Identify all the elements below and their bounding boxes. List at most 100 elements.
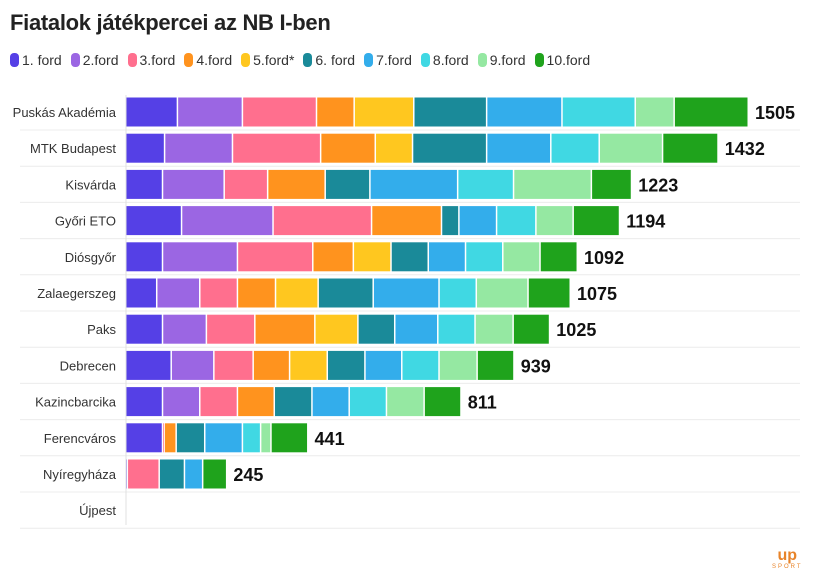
total-label: 441 <box>315 429 345 449</box>
bar-segment-1ford <box>126 387 162 417</box>
bar-segment-7ford <box>365 350 402 380</box>
bar-segment-8ford <box>402 350 439 380</box>
legend-item[interactable]: 3.ford <box>127 52 175 68</box>
category-label: Kazincbarcika <box>35 395 117 410</box>
bar-segment-7ford <box>487 97 562 127</box>
legend-label: 7.ford <box>376 52 412 68</box>
bar-segment-6ford <box>325 169 370 199</box>
bar-segment-8ford <box>466 242 503 272</box>
total-label: 1025 <box>556 320 596 340</box>
bar-segment-7ford <box>429 242 465 272</box>
bar-segment-2ford <box>163 169 224 199</box>
bar-segment-2ford <box>163 242 237 272</box>
total-label: 1075 <box>577 284 617 304</box>
legend-item[interactable]: 6. ford <box>303 52 355 68</box>
bar-segment-9ford <box>477 278 528 308</box>
legend-swatch <box>127 53 137 67</box>
legend-item[interactable]: 8.ford <box>420 52 469 68</box>
bar-segment-3ford <box>238 242 313 272</box>
bar-segment-7ford <box>373 278 439 308</box>
bar-segment-10ford <box>674 97 748 127</box>
bar-segment-8ford <box>439 278 476 308</box>
bar-segment-9ford <box>503 242 540 272</box>
bar-segment-3ford <box>200 387 237 417</box>
bar-segment-10ford <box>477 350 514 380</box>
bar-segment-3ford <box>224 169 267 199</box>
bar-segment-8ford <box>551 133 599 163</box>
legend-item[interactable]: 5.ford* <box>241 52 294 68</box>
bar-segment-2ford <box>163 387 200 417</box>
bar-segment-2ford <box>182 206 273 236</box>
bar-segment-7ford <box>205 423 242 453</box>
total-label: 245 <box>233 465 263 485</box>
legend-swatch <box>420 53 430 67</box>
bar-segment-6ford <box>442 206 459 236</box>
bar-segment-3ford <box>200 278 237 308</box>
bar-segment-6ford <box>414 97 486 127</box>
bar-segment-3ford <box>273 206 371 236</box>
bar-segment-9ford <box>599 133 662 163</box>
legend-item[interactable]: 9.ford <box>477 52 526 68</box>
bar-segment-6ford <box>413 133 486 163</box>
bar-segment-7ford <box>370 169 457 199</box>
bar-segment-6ford <box>358 314 394 344</box>
category-label: Kisvárda <box>65 177 116 192</box>
bar-segment-4ford <box>268 169 325 199</box>
bar-segment-2ford <box>165 133 232 163</box>
bar-segment-2ford <box>171 350 214 380</box>
legend: 1. ford 2.ford 3.ford 4.ford 5.ford* 6. ford 7… <box>10 52 590 68</box>
legend-swatch <box>10 53 19 67</box>
legend-swatch <box>70 53 80 67</box>
bar-segment-10ford <box>424 387 461 417</box>
bar-segment-4ford <box>253 350 289 380</box>
bar-segment-8ford <box>458 169 513 199</box>
bar-segment-1ford <box>126 206 181 236</box>
bar-segment-9ford <box>514 169 591 199</box>
legend-item[interactable]: 1. ford <box>10 52 62 68</box>
legend-item[interactable]: 4.ford <box>184 52 232 68</box>
bar-segment-9ford <box>635 97 674 127</box>
bar-segment-4ford <box>317 97 354 127</box>
bar-segment-4ford <box>255 314 315 344</box>
legend-item[interactable]: 7.ford <box>364 52 412 68</box>
bar-segment-5ford <box>354 242 391 272</box>
total-label: 1092 <box>584 248 624 268</box>
legend-label: 10.ford <box>546 52 591 68</box>
bar-segment-6ford <box>275 387 312 417</box>
bar-segment-8ford <box>438 314 475 344</box>
legend-swatch <box>303 53 313 67</box>
bar-segment-1ford <box>126 97 177 127</box>
bar-segment-1ford <box>126 314 162 344</box>
bar-segment-5ford <box>290 350 327 380</box>
category-label: Diósgyőr <box>65 250 117 265</box>
category-label: Ferencváros <box>44 431 117 446</box>
bar-segment-8ford <box>349 387 386 417</box>
bar-segment-2ford <box>163 314 206 344</box>
bar-segment-9ford <box>439 350 477 380</box>
category-label: Győri ETO <box>55 214 116 229</box>
bar-segment-9ford <box>475 314 513 344</box>
bar-segment-1ford <box>126 169 162 199</box>
bar-segment-9ford <box>387 387 424 417</box>
legend-swatch <box>184 53 194 67</box>
bar-segment-3ford <box>243 97 316 127</box>
bar-segment-7ford <box>459 206 496 236</box>
bar-segment-10ford <box>663 133 718 163</box>
bar-segment-10ford <box>540 242 577 272</box>
legend-label: 4.ford <box>196 52 233 68</box>
bar-segment-7ford <box>312 387 349 417</box>
category-label: Nyíregyháza <box>43 467 117 482</box>
category-label: Paks <box>87 322 116 337</box>
legend-item[interactable]: 10.ford <box>534 52 591 68</box>
legend-label: 2.ford <box>82 52 119 68</box>
logo-main: up <box>777 547 798 564</box>
legend-item[interactable]: 2.ford <box>70 52 119 68</box>
total-label: 939 <box>521 356 551 376</box>
bar-segment-4ford <box>164 423 176 453</box>
legend-label: 8.ford <box>432 52 469 68</box>
logo-sub: SPORT <box>772 564 803 570</box>
total-label: 1223 <box>638 175 678 195</box>
bar-segment-5ford <box>315 314 358 344</box>
legend-label: 6. ford <box>315 52 356 68</box>
bar-segment-1ford <box>126 350 171 380</box>
